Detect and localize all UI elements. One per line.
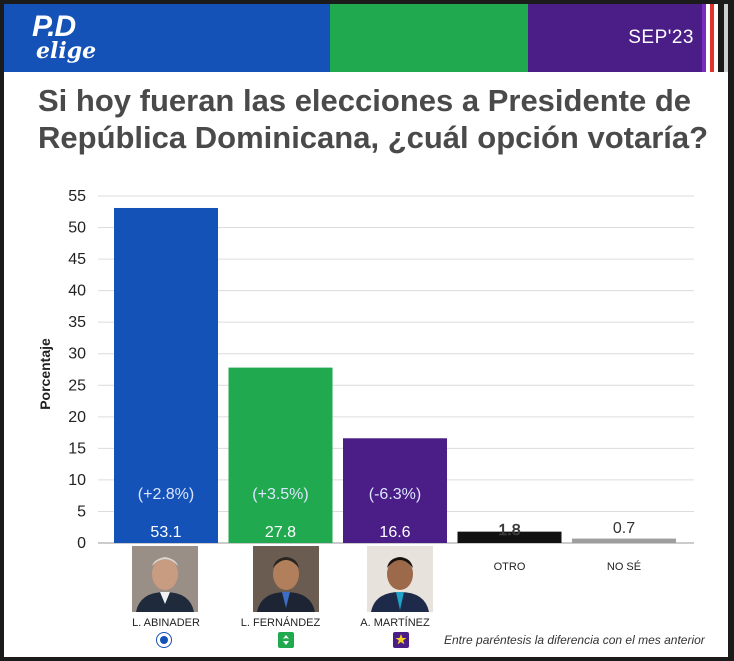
pld-party-icon xyxy=(393,632,409,648)
portrait-martinez xyxy=(367,546,433,612)
y-tick-label: 0 xyxy=(77,535,86,552)
portrait-fernandez xyxy=(253,546,319,612)
y-tick-label: 50 xyxy=(68,220,86,237)
bar-difference-label: (+2.8%) xyxy=(138,486,194,503)
bar-labels: 53.1 (+2.8%) L. ABINADER 27.8 (+3.5%) L. FERN… xyxy=(132,486,641,629)
chart-title: Si hoy fueran las elecciones a President… xyxy=(38,83,709,155)
bar-difference-label: (+3.5%) xyxy=(252,486,308,503)
y-tick-label: 45 xyxy=(68,251,86,268)
y-axis-label: Porcentaje xyxy=(37,338,53,410)
y-tick-label: 20 xyxy=(68,409,86,426)
y-tick-label: 40 xyxy=(68,283,86,300)
header-purple-segment xyxy=(528,4,702,72)
bar-value-label: 53.1 xyxy=(150,524,181,541)
bar-value-label: 16.6 xyxy=(379,524,410,541)
bar-value-label: 1.8 xyxy=(498,522,520,539)
header-green-segment xyxy=(330,4,528,72)
bars xyxy=(114,207,676,543)
category-label: A. MARTÍNEZ xyxy=(360,616,430,629)
bar xyxy=(572,538,676,543)
y-tick-label: 35 xyxy=(68,314,86,331)
category-label: OTRO xyxy=(494,561,526,573)
category-label: L. ABINADER xyxy=(132,617,200,629)
bar xyxy=(343,438,447,543)
bar-chart: 0 5 10 15 20 25 30 35 40 45 50 55 53.1 (+2.8%) L. ABI… xyxy=(37,188,694,629)
y-tick-label: 25 xyxy=(68,377,86,394)
y-axis: 0 5 10 15 20 25 30 35 40 45 50 55 xyxy=(68,188,86,552)
fp-party-icon xyxy=(278,632,294,648)
date-label: SEP'23 xyxy=(628,27,694,48)
y-tick-label: 55 xyxy=(68,188,86,205)
prm-party-icon xyxy=(156,632,172,648)
header-blue-segment xyxy=(4,4,330,72)
bar-difference-label: (-6.3%) xyxy=(369,486,421,503)
header-stripes xyxy=(702,4,728,72)
y-tick-label: 5 xyxy=(77,503,86,520)
pd-elige-logo: P.D elige xyxy=(32,10,97,64)
bar xyxy=(114,207,218,543)
portrait-abinader xyxy=(132,546,198,612)
footnote: Entre paréntesis la diferencia con el me… xyxy=(444,633,705,647)
infographic-card: P.D elige SEP'23 Si hoy fueran las elecc… xyxy=(4,4,728,657)
bar xyxy=(457,531,562,543)
y-tick-label: 10 xyxy=(68,472,86,489)
y-tick-label: 15 xyxy=(68,440,86,457)
header-bar: P.D elige SEP'23 xyxy=(4,4,728,72)
bar-value-label: 27.8 xyxy=(265,524,296,541)
bar-value-label: 0.7 xyxy=(613,520,635,537)
bar xyxy=(228,367,333,543)
category-label: NO SÉ xyxy=(607,560,641,573)
category-label: L. FERNÁNDEZ xyxy=(241,616,321,629)
y-tick-label: 30 xyxy=(68,346,86,363)
